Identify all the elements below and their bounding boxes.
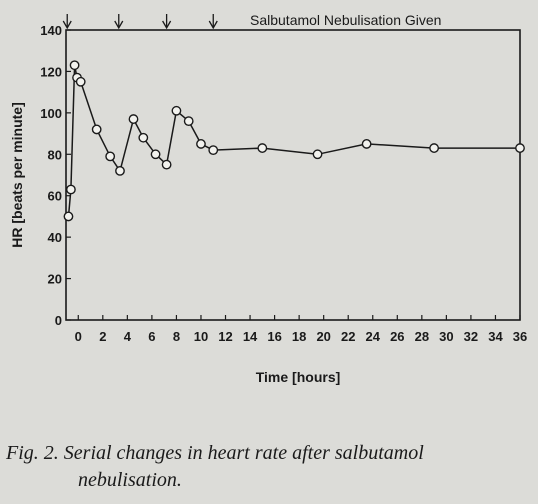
y-tick-label: 100 xyxy=(40,106,62,121)
heart-rate-series xyxy=(63,60,525,222)
x-tick-label: 16 xyxy=(267,329,281,344)
heart-rate-point xyxy=(66,184,76,195)
nebulisation-arrow-head xyxy=(114,20,124,30)
x-tick-label: 24 xyxy=(366,329,381,344)
plot-frame xyxy=(65,29,521,321)
x-tick-label: 8 xyxy=(173,329,180,344)
x-tick-label: 14 xyxy=(243,329,258,344)
heart-rate-point xyxy=(171,105,182,116)
x-tick-label: 12 xyxy=(218,329,232,344)
nebulisation-arrow-head xyxy=(162,20,172,30)
heart-rate-point xyxy=(69,60,80,71)
heart-rate-line xyxy=(67,65,520,217)
heart-rate-point xyxy=(91,124,102,135)
x-tick-label: 4 xyxy=(124,329,132,344)
caption-text-line1: Serial changes in heart rate after salbu… xyxy=(63,442,424,464)
y-tick-label: 80 xyxy=(48,147,62,162)
heart-rate-point xyxy=(161,159,172,170)
x-tick-label: 34 xyxy=(488,329,503,344)
heart-rate-point xyxy=(257,143,268,153)
x-tick-label: 2 xyxy=(99,329,106,344)
nebulisation-markers xyxy=(62,14,218,30)
heart-rate-point xyxy=(75,76,86,87)
nebulisation-arrow-head xyxy=(62,20,72,30)
caption-label: Fig. 2. xyxy=(6,442,59,464)
x-tick-label: 20 xyxy=(316,329,330,344)
x-tick-label: 6 xyxy=(148,329,155,344)
x-tick-label: 28 xyxy=(415,329,429,344)
heart-rate-point xyxy=(196,139,206,149)
y-tick-label: 120 xyxy=(40,64,62,79)
caption-text-line2: nebulisation. xyxy=(78,469,182,491)
y-tick-label: 140 xyxy=(40,23,62,38)
heart-rate-point xyxy=(361,139,372,149)
x-tick-label: 26 xyxy=(390,329,404,344)
x-tick-label: 18 xyxy=(292,329,306,344)
nebulisation-arrow-head xyxy=(208,20,218,30)
x-tick-label: 30 xyxy=(439,329,453,344)
heart-rate-point xyxy=(429,143,440,153)
y-tick-label: 20 xyxy=(48,272,62,287)
x-tick-label: 36 xyxy=(513,329,527,344)
x-tick-label: 32 xyxy=(464,329,478,344)
x-axis-title: Time [hours] xyxy=(256,369,341,385)
x-tick-label: 0 xyxy=(75,329,82,344)
nebulisation-annotation: Salbutamol Nebulisation Given xyxy=(250,12,441,28)
heart-rate-point xyxy=(312,149,323,160)
y-axis-ticks: 0 20 40 60 80 100 120 140 xyxy=(40,23,71,328)
heart-rate-point xyxy=(128,114,139,124)
y-tick-label: 40 xyxy=(48,230,62,245)
heart-rate-point xyxy=(183,116,194,127)
heart-rate-point xyxy=(63,211,74,222)
heart-rate-chart: 0 2 4 6 8 10 12 14 16 18 20 22 24 26 28 30 32 34 36 020406… xyxy=(9,12,527,385)
heart-rate-point xyxy=(115,165,125,176)
heart-rate-point xyxy=(515,143,525,153)
y-tick-label: 60 xyxy=(48,189,62,204)
y-axis-title: HR [beats per minute] xyxy=(9,102,25,247)
heart-rate-point xyxy=(150,149,161,160)
heart-rate-point xyxy=(138,132,149,143)
figure-caption: Fig. 2. Serial changes in heart rate aft… xyxy=(6,440,536,494)
heart-rate-point xyxy=(208,145,219,156)
heart-rate-point xyxy=(105,151,116,162)
x-tick-label: 10 xyxy=(194,329,208,344)
y-tick-label: 0 xyxy=(55,313,62,328)
x-tick-label: 22 xyxy=(341,329,355,344)
x-axis-ticks: 0 2 4 6 8 10 12 14 16 18 20 22 24 26 28 30 32 34 36 xyxy=(75,315,527,344)
plot-border xyxy=(65,29,521,321)
